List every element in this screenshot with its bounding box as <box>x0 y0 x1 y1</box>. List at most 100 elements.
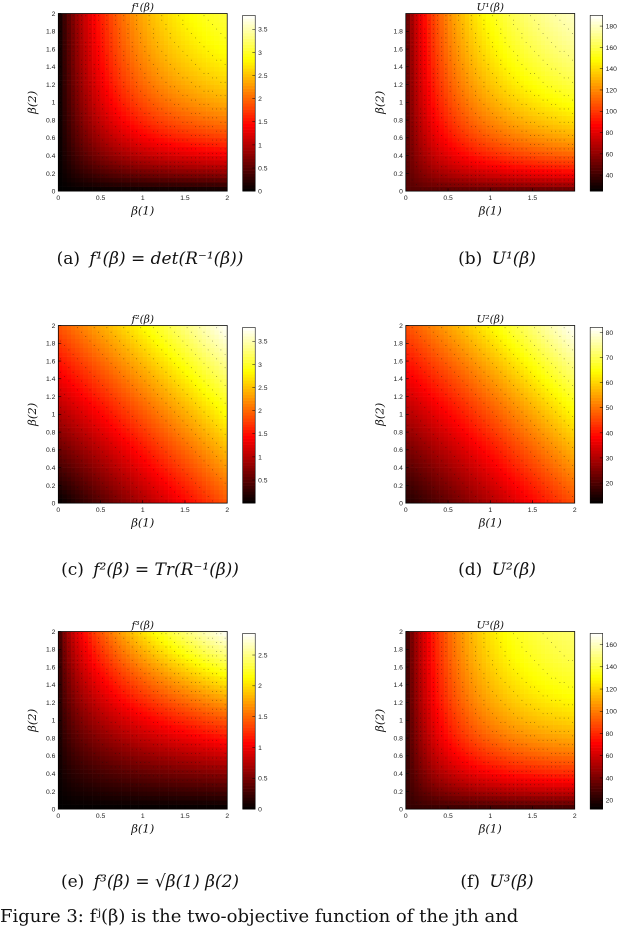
heatmap-cell <box>125 93 131 99</box>
contour-dot <box>64 139 66 141</box>
contour-dot <box>567 135 569 137</box>
heatmap-cell <box>58 489 63 495</box>
contour-dot <box>496 157 498 159</box>
contour-dot <box>93 19 95 21</box>
contour-dot <box>199 170 201 172</box>
contour-dot <box>517 175 519 177</box>
contour-dot <box>491 157 493 159</box>
contour-dot <box>148 184 150 185</box>
contour-dot <box>567 188 569 190</box>
contour-dot <box>199 157 201 159</box>
heatmap-cell <box>566 128 571 134</box>
x-tick-label: 0 <box>56 195 60 202</box>
contour-dot <box>93 15 95 17</box>
colorbar-segment <box>590 88 603 92</box>
heatmap-cell <box>502 13 508 19</box>
heatmap-cell <box>452 164 457 170</box>
heatmap-cell <box>104 106 110 112</box>
contour-dot <box>479 188 481 190</box>
contour-dot <box>508 73 510 74</box>
heatmap-cell <box>222 31 228 37</box>
heatmap-cell <box>490 62 495 68</box>
contour-dot <box>68 68 70 70</box>
contour-dot <box>475 175 476 177</box>
contour-dot <box>487 64 489 66</box>
contour-dot <box>123 59 125 61</box>
colorbar-segment <box>590 18 603 22</box>
contour-dot <box>81 112 82 114</box>
contour-dot <box>140 152 142 154</box>
heatmap-cell <box>214 97 220 103</box>
heatmap-cell <box>66 93 72 99</box>
colorbar-segment <box>242 53 256 57</box>
heatmap-cell <box>490 75 495 81</box>
contour-dot <box>89 37 91 39</box>
heatmap-cell <box>414 146 419 152</box>
heatmap-cell <box>549 75 554 81</box>
heatmap-cell <box>545 133 550 139</box>
contour-dot <box>85 15 87 17</box>
contour-dot <box>458 50 460 52</box>
contour-dot <box>135 144 137 145</box>
heatmap-cell <box>172 128 177 134</box>
heatmap-cell <box>193 102 198 108</box>
contour-dot <box>119 179 120 181</box>
heatmap-cell <box>146 71 152 76</box>
contour-dot <box>538 77 540 79</box>
heatmap-cell <box>168 40 173 45</box>
heatmap-cell <box>570 164 576 170</box>
heatmap-cell <box>443 84 449 90</box>
contour-dot <box>567 184 569 185</box>
contour-dot <box>110 33 112 34</box>
contour-dot <box>546 170 548 172</box>
heatmap-cell <box>545 53 550 59</box>
heatmap-cell <box>528 22 533 28</box>
contour-dot <box>407 73 409 74</box>
heatmap-cell <box>477 155 483 161</box>
heatmap-cell <box>168 146 173 152</box>
contour-dot <box>144 112 146 114</box>
heatmap-cell <box>452 49 457 54</box>
contour-dot <box>131 41 133 43</box>
heatmap-cell <box>469 142 474 148</box>
heatmap-cell <box>443 151 449 156</box>
contour-dot <box>169 37 171 39</box>
heatmap-cell <box>562 40 567 45</box>
contour-dot <box>470 108 472 110</box>
heatmap-cell <box>570 62 576 68</box>
heatmap-cell <box>130 80 135 85</box>
contour-dot <box>466 188 468 190</box>
heatmap-cell <box>515 71 521 76</box>
contour-dot <box>525 175 527 177</box>
contour-dot <box>555 68 557 70</box>
heatmap-cell <box>464 88 470 94</box>
heatmap-cell <box>511 120 516 125</box>
heatmap-cell <box>494 84 499 90</box>
heatmap-cell <box>507 146 512 152</box>
contour-dot <box>572 175 574 177</box>
heatmap-cell <box>184 142 190 148</box>
heatmap-cell <box>206 146 211 152</box>
contour-dot <box>106 184 108 185</box>
contour-dot <box>165 28 167 30</box>
heatmap-cell <box>498 80 504 85</box>
contour-dot <box>72 37 74 39</box>
heatmap-cell <box>553 26 559 32</box>
contour-dot <box>567 161 569 163</box>
contour-dot <box>97 68 99 70</box>
contour-dot <box>542 175 544 177</box>
contour-dot <box>445 33 447 34</box>
heatmap-cell <box>75 182 80 187</box>
heatmap-cell <box>168 71 173 76</box>
contour-dot <box>72 46 74 48</box>
heatmap-cell <box>138 164 144 170</box>
heatmap-cell <box>469 49 474 54</box>
heatmap-cell <box>155 75 160 81</box>
contour-dot <box>89 144 91 145</box>
contour-dot <box>529 175 531 177</box>
heatmap-cell <box>545 106 550 112</box>
heatmap-cell <box>146 40 152 45</box>
heatmap-cell <box>540 137 546 143</box>
contour-dot <box>161 170 163 172</box>
heatmap-cell <box>498 17 504 23</box>
